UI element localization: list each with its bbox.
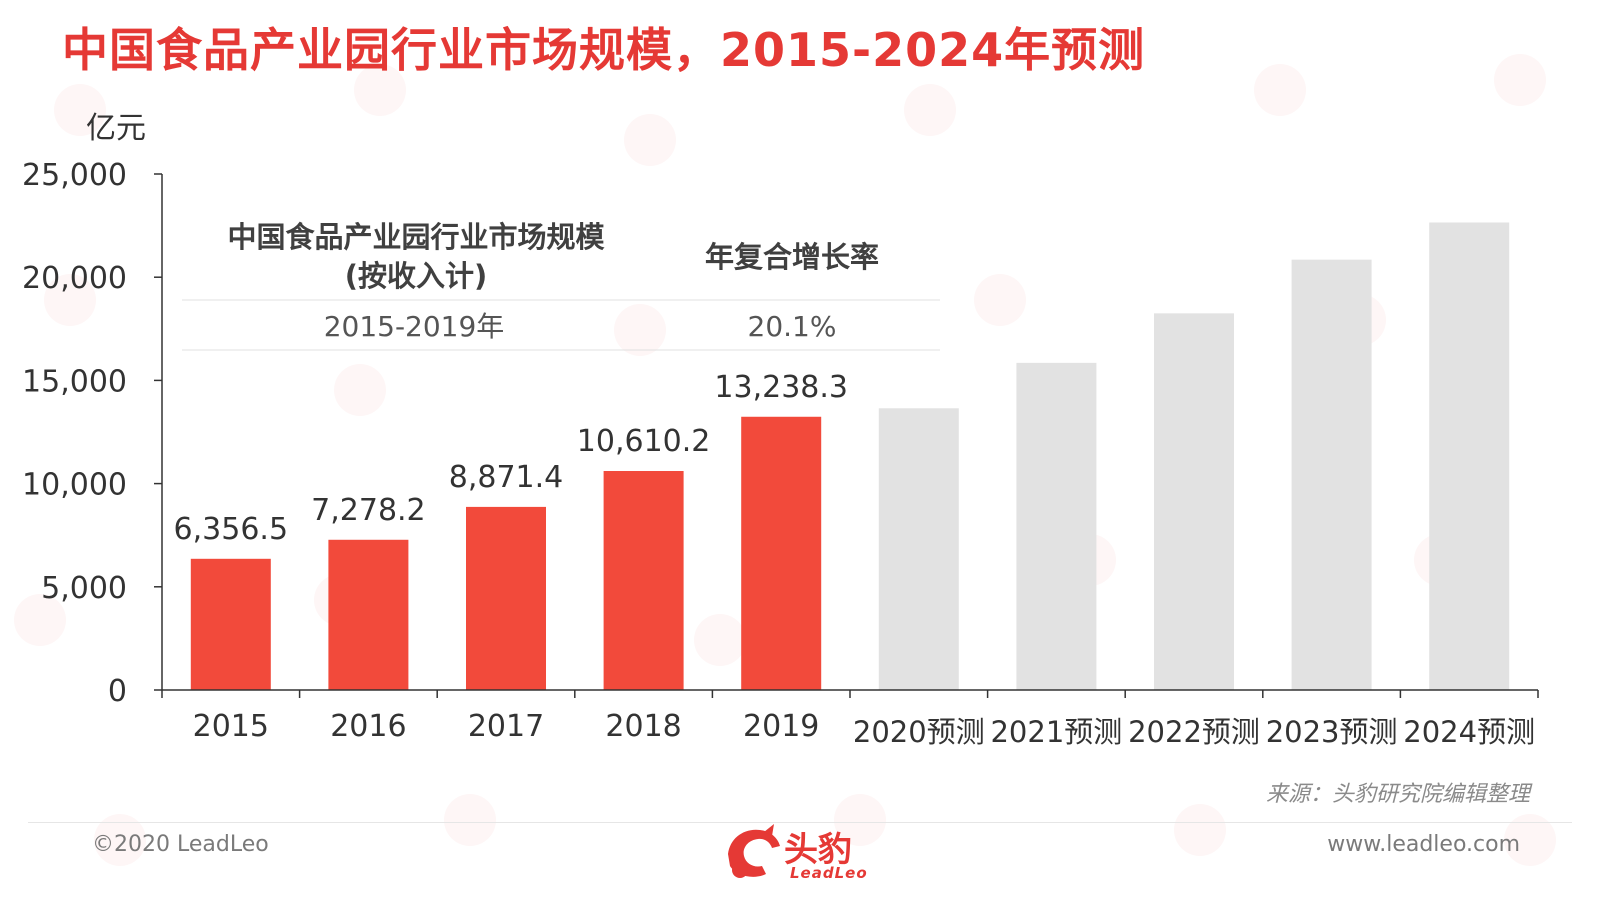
y-axis-ticks: 0 5,000 10,000 15,000 20,000 25,000 — [22, 158, 127, 709]
actual-bar — [190, 558, 271, 690]
data-label: 10,610.2 — [577, 424, 711, 459]
watermark-mark — [904, 84, 956, 136]
watermark-mark — [694, 614, 746, 666]
footer-divider — [28, 822, 1572, 823]
watermark-mark — [54, 84, 106, 136]
y-axis-unit-label: 亿元 — [86, 111, 146, 146]
actual-bar — [466, 506, 546, 690]
logo-text: 头豹 — [784, 830, 852, 870]
cagr-col1-header-line1: 中国食品产业园行业市场规模 — [227, 220, 605, 254]
forecast-bar — [1429, 222, 1510, 690]
forecast-bar — [1291, 259, 1372, 690]
watermark-mark — [1174, 804, 1226, 856]
watermark-mark — [94, 814, 146, 866]
watermark-mark — [14, 594, 66, 646]
actual-bar — [603, 471, 684, 690]
watermark-mark — [1504, 814, 1556, 866]
y-tick-label: 10,000 — [22, 468, 127, 503]
bars-group — [190, 222, 1510, 690]
x-tick-label: 2017 — [468, 709, 544, 744]
watermark-mark — [974, 274, 1026, 326]
copyright-text: ©2020 LeadLeo — [92, 832, 269, 857]
data-label: 7,278.2 — [311, 493, 426, 528]
x-tick-label: 2024预测 — [1403, 715, 1535, 749]
source-note: 来源：头豹研究院编辑整理 — [1265, 782, 1530, 807]
x-tick-label: 2020预测 — [853, 715, 985, 749]
y-tick-label: 5,000 — [41, 571, 127, 606]
forecast-bar — [1016, 362, 1097, 690]
data-labels: 6,356.5 7,278.2 8,871.4 10,610.213,238.3 — [174, 370, 848, 547]
leopard-head-icon — [728, 824, 780, 878]
x-tick-label: 2016 — [330, 709, 406, 744]
actual-bar — [328, 539, 409, 690]
watermark-mark — [834, 794, 886, 846]
forecast-bar — [1154, 313, 1234, 690]
x-axis-labels: 2015 2016 2017 2018 2019 2020预测 2021预测 2022预测 20… — [193, 709, 1535, 749]
x-tick-label: 2021预测 — [990, 715, 1122, 749]
cagr-col2-header: 年复合增长率 — [705, 240, 879, 274]
page-title: 中国食品产业园行业市场规模，2015-2024年预测 — [62, 23, 1146, 77]
y-tick-label: 20,000 — [22, 261, 127, 296]
y-tick-label: 0 — [108, 674, 127, 709]
leadleo-logo: 头豹 LeadLeo — [720, 820, 900, 892]
data-label: 8,871.4 — [449, 460, 564, 495]
data-label: 6,356.5 — [174, 512, 289, 547]
watermark-mark — [1254, 64, 1306, 116]
watermark-mark — [624, 114, 676, 166]
cagr-table: 中国食品产业园行业市场规模 (按收入计) 年复合增长率 2015-2019年 2… — [182, 220, 940, 351]
logo-subtext: LeadLeo — [790, 864, 868, 882]
x-tick-label: 2018 — [605, 709, 681, 744]
x-tick-label: 2023预测 — [1266, 715, 1398, 749]
forecast-bar — [878, 408, 959, 690]
watermark-mark — [444, 794, 496, 846]
watermark-mark — [334, 364, 386, 416]
y-tick-label: 25,000 — [22, 158, 127, 193]
x-tick-label: 2022预测 — [1128, 715, 1260, 749]
data-label: 13,238.3 — [714, 370, 848, 405]
watermark-mark — [1494, 54, 1546, 106]
watermark-mark — [354, 64, 406, 116]
x-tick-label: 2015 — [193, 709, 269, 744]
website-url: www.leadleo.com — [1327, 832, 1520, 857]
cagr-row-rate: 20.1% — [748, 310, 837, 343]
y-tick-label: 15,000 — [22, 364, 127, 399]
cagr-row-period: 2015-2019年 — [324, 310, 505, 343]
watermark-mark — [44, 274, 96, 326]
cagr-col1-header-line2: (按收入计) — [345, 259, 488, 293]
axes — [154, 173, 1539, 698]
x-tick-label: 2019 — [743, 709, 819, 744]
actual-bar — [741, 416, 822, 690]
watermark-mark — [614, 304, 666, 356]
